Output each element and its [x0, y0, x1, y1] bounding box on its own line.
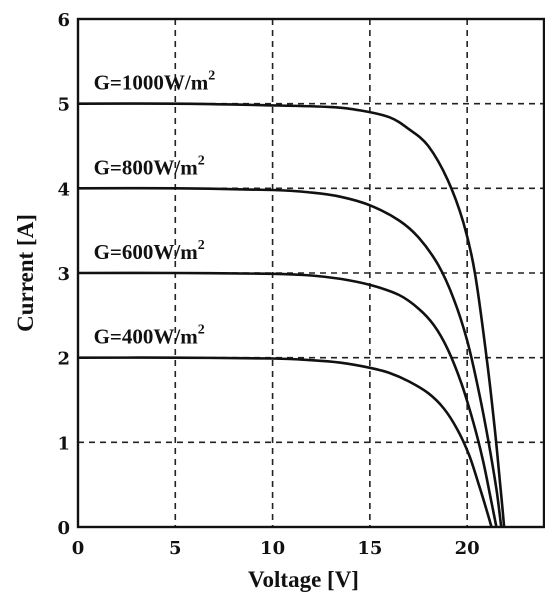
x-tick-labels: 0 5 10 15 20 [72, 538, 480, 559]
curve-label-2: G=600W/m2 [94, 238, 205, 264]
series-line-2 [77, 271, 498, 528]
curve-label-superscript: 2 [208, 69, 215, 84]
curve-label-text: G=1000W/m [94, 71, 209, 95]
curve-label-1: G=800W/m2 [94, 153, 205, 179]
curve-label-superscript: 2 [198, 153, 205, 168]
y-tick-label: 0 [57, 518, 70, 539]
series-group [77, 102, 506, 528]
y-tick-label: 6 [57, 10, 70, 31]
curve-labels: G=1000W/m2G=800W/m2G=600W/m2G=400W/m2 [94, 69, 216, 349]
curve-label-superscript: 2 [198, 323, 205, 338]
y-tick-labels: 0 1 2 3 4 5 6 [57, 10, 70, 539]
y-tick-label: 2 [57, 349, 70, 370]
y-axis-label: Current [A] [13, 214, 38, 332]
series-line-1 [77, 186, 503, 528]
y-tick-label: 1 [57, 433, 70, 454]
curve-label-text: G=400W/m [94, 325, 199, 349]
curve-label-text: G=600W/m [94, 240, 199, 264]
y-tick-label: 3 [57, 264, 70, 285]
curve-label-0: G=1000W/m2 [94, 69, 216, 95]
curve-label-superscript: 2 [198, 238, 205, 253]
x-tick-label: 5 [169, 538, 182, 559]
x-tick-label: 10 [260, 538, 285, 559]
series-line-3 [77, 356, 493, 528]
curve-label-text: G=800W/m [94, 155, 199, 179]
x-axis-label: Voltage [V] [248, 567, 359, 592]
plot-frame [76, 17, 545, 529]
x-tick-label: 15 [357, 538, 382, 559]
series-line-0 [77, 102, 506, 528]
x-tick-label: 20 [455, 538, 480, 559]
y-tick-label: 5 [57, 95, 70, 116]
curve-label-3: G=400W/m2 [94, 323, 205, 349]
y-tick-label: 4 [57, 179, 70, 200]
x-tick-label: 0 [72, 538, 85, 559]
